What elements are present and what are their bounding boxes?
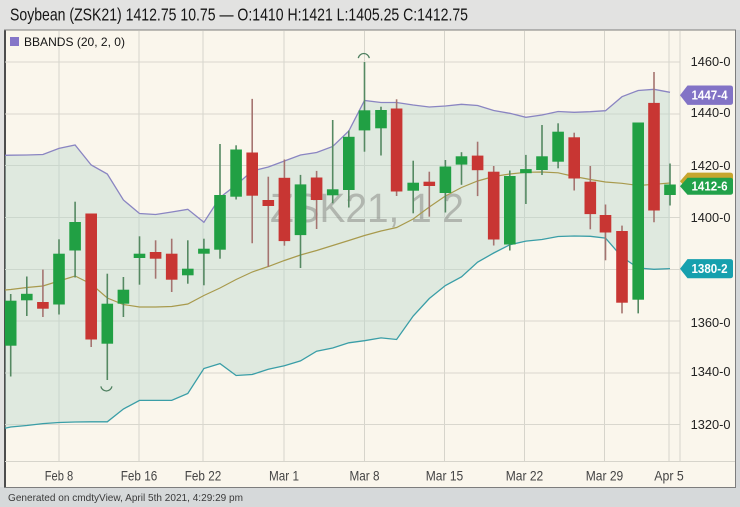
svg-text:Mar 22: Mar 22 (506, 469, 544, 484)
svg-text:1460-0: 1460-0 (691, 54, 731, 69)
svg-text:BBANDS (20, 2, 0): BBANDS (20, 2, 0) (24, 35, 125, 49)
svg-text:Mar 8: Mar 8 (350, 469, 380, 484)
svg-text:Mar 29: Mar 29 (586, 469, 624, 484)
svg-text:1320-0: 1320-0 (691, 417, 731, 432)
svg-text:Generated on cmdtyView, April: Generated on cmdtyView, April 5th 2021, … (8, 492, 243, 504)
svg-text:1412-6: 1412-6 (692, 179, 728, 194)
svg-text:1400-0: 1400-0 (691, 210, 731, 225)
svg-text:1420-0: 1420-0 (691, 158, 731, 173)
svg-text:Soybean (ZSK21) 1412.75 10.75: Soybean (ZSK21) 1412.75 10.75 — O:1410 H… (10, 4, 468, 24)
svg-text:Apr 5: Apr 5 (654, 469, 684, 484)
svg-text:1440-0: 1440-0 (691, 105, 731, 120)
svg-text:Mar 15: Mar 15 (426, 469, 464, 484)
svg-text:Feb 22: Feb 22 (185, 469, 222, 484)
svg-text:Feb 8: Feb 8 (45, 469, 74, 484)
svg-text:1447-4: 1447-4 (692, 88, 729, 103)
svg-text:Feb 16: Feb 16 (121, 469, 158, 484)
svg-text:Mar 1: Mar 1 (269, 469, 299, 484)
svg-text:1380-2: 1380-2 (692, 261, 728, 276)
svg-text:1360-0: 1360-0 (691, 315, 731, 330)
svg-text:1340-0: 1340-0 (691, 364, 731, 379)
